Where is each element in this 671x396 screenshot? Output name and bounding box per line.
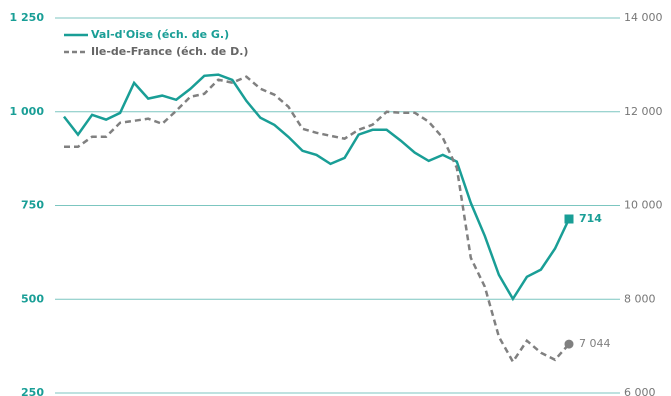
end-marker xyxy=(564,214,574,224)
y-tick-label: 1 000 xyxy=(10,105,45,118)
y-tick-label: 1 250 xyxy=(10,11,45,24)
y2-tick-label: 12 000 xyxy=(624,105,663,118)
legend-label: Ile-de-France (éch. de D.) xyxy=(91,45,248,58)
end-marker xyxy=(564,339,574,349)
y2-tick-label: 8 000 xyxy=(624,292,656,305)
y-tick-label: 750 xyxy=(21,199,44,212)
y2-tick-label: 10 000 xyxy=(624,199,663,212)
series-line xyxy=(64,75,570,365)
y-tick-label: 250 xyxy=(21,386,44,396)
y2-tick-label: 14 000 xyxy=(624,11,663,24)
value-label: 714 xyxy=(579,212,602,225)
legend-label: Val-d'Oise (éch. de G.) xyxy=(91,28,229,41)
series-line xyxy=(63,73,571,302)
value-label: 7 044 xyxy=(579,337,611,350)
y-tick-label: 500 xyxy=(21,292,44,305)
y2-tick-label: 6 000 xyxy=(624,386,656,396)
